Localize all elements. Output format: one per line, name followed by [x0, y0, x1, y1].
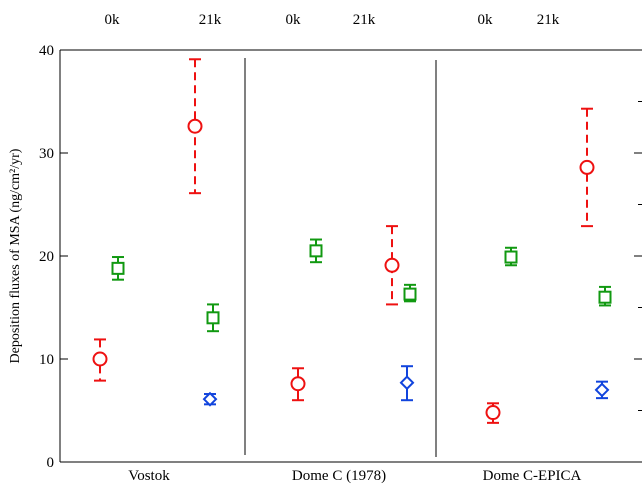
plot-frame: [59, 49, 642, 463]
data-point-circle: [579, 159, 595, 175]
period-label: 21k: [353, 12, 376, 28]
data-marks: [92, 58, 612, 424]
data-point-square: [504, 250, 518, 264]
period-label: 21k: [199, 12, 222, 28]
data-point-square: [206, 311, 220, 325]
data-point-circle: [187, 118, 203, 134]
data-point-diamond: [594, 382, 610, 398]
data-point-square: [309, 244, 323, 258]
y-axis: 0 10 20 30 40: [39, 43, 642, 471]
data-point-circle: [290, 376, 306, 392]
data-point-diamond: [202, 391, 218, 407]
data-point-circle: [384, 257, 400, 273]
category-label: Dome C-EPICA: [483, 468, 582, 484]
category-label: Dome C (1978): [292, 468, 386, 484]
y-tick-label: 30: [39, 146, 54, 162]
data-point-diamond: [399, 375, 415, 391]
y-tick-label: 20: [39, 249, 54, 265]
category-label: Vostok: [128, 468, 170, 484]
labels: Deposition fluxes of MSA (ng/cm²/yr) Vost…: [8, 12, 582, 484]
data-point-square: [403, 287, 417, 301]
period-label: 21k: [537, 12, 560, 28]
data-point-square: [111, 261, 125, 275]
period-label: 0k: [105, 12, 121, 28]
period-label: 0k: [478, 12, 494, 28]
data-point-circle: [92, 351, 108, 367]
data-point-circle: [485, 405, 501, 421]
data-point-square: [598, 290, 612, 304]
y-tick-label: 0: [47, 455, 55, 471]
y-tick-label: 10: [39, 352, 54, 368]
period-label: 0k: [286, 12, 302, 28]
y-tick-label: 40: [39, 43, 54, 59]
y-axis-label: Deposition fluxes of MSA (ng/cm²/yr): [8, 148, 23, 363]
